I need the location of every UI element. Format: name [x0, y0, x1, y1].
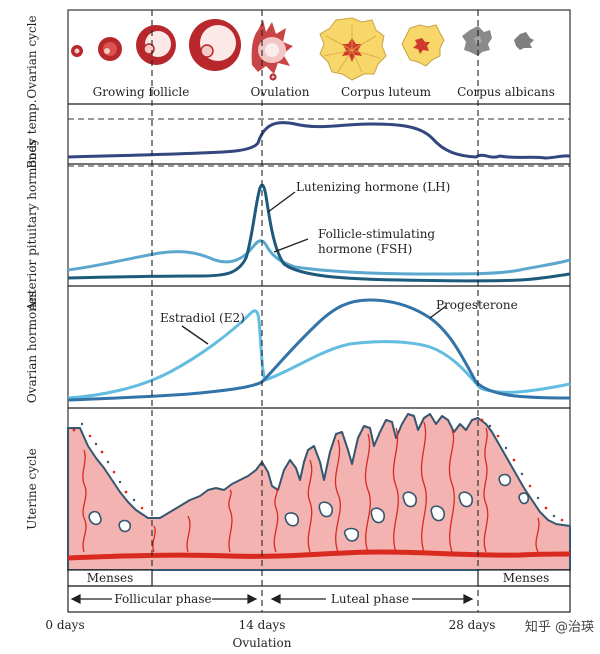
artery: [307, 459, 313, 553]
artery: [186, 515, 191, 553]
corpus-albicans-large: [462, 26, 492, 56]
timeline-day14: 14 days: [239, 618, 286, 632]
lh-curve: [67, 183, 571, 283]
row-label-uterine: Uterine cycle: [25, 448, 39, 529]
follicle-4: [189, 19, 241, 71]
basal-artery: [67, 549, 571, 561]
artery: [334, 439, 341, 553]
glands: [88, 473, 530, 542]
endometrium-lining: [67, 413, 571, 571]
gland: [498, 473, 512, 487]
row-label-ovarian-cycle: Ovarian cycle: [25, 15, 39, 98]
label-estradiol: Estradiol (E2): [160, 311, 245, 325]
artery: [483, 427, 489, 553]
phase-arrows: [70, 594, 474, 604]
fsh-pointer: [273, 238, 309, 253]
artery: [535, 517, 540, 553]
stage-corpus-albicans: Corpus albicans: [457, 85, 555, 99]
gland: [88, 510, 102, 526]
ovarian-stages: [71, 17, 534, 81]
label-fsh-line1: Follicle-stimulating: [318, 227, 435, 241]
corpus-albicans-small: [514, 32, 534, 50]
timeline-ovulation: Ovulation: [233, 636, 292, 650]
phase-luteal: Luteal phase: [331, 592, 409, 606]
follicle-3: [136, 25, 176, 65]
shedding-debris: [72, 418, 564, 522]
artery: [448, 429, 455, 553]
artery: [228, 489, 233, 553]
label-progesterone: Progesterone: [436, 298, 518, 312]
progesterone-pointer: [429, 305, 447, 319]
gland: [370, 507, 385, 524]
stage-ovulation: Ovulation: [251, 85, 310, 99]
menses-label-right: Menses: [503, 571, 550, 585]
gland: [458, 491, 473, 508]
gland: [318, 501, 333, 518]
phase-follicular: Follicular phase: [114, 592, 211, 606]
artery: [420, 421, 427, 553]
fsh-curve: [67, 239, 571, 276]
artery: [364, 433, 371, 553]
artery: [152, 525, 156, 553]
lh-pointer: [267, 191, 296, 213]
ruptured-follicle: [251, 20, 293, 81]
label-lh: Lutenizing hormone (LH): [296, 180, 450, 194]
gland: [402, 491, 417, 508]
endometrium: [67, 413, 571, 571]
gland: [118, 519, 132, 533]
timeline-day28: 28 days: [449, 618, 496, 632]
menses-label-left: Menses: [87, 571, 134, 585]
cycle-guides: [151, 10, 479, 612]
artery: [273, 487, 279, 553]
spiral-arteries: [82, 421, 540, 553]
stage-corpus-luteum: Corpus luteum: [341, 85, 432, 99]
stage-growing-follicle: Growing follicle: [93, 85, 190, 99]
row-label-ovarian-hormones: Ovarian hormones: [25, 291, 39, 403]
corpus-luteum-large: [319, 17, 387, 81]
label-fsh-line2: hormone (FSH): [318, 242, 412, 256]
artery: [392, 427, 399, 553]
artery: [82, 449, 87, 553]
timeline-day0: 0 days: [45, 618, 84, 632]
body-temp-curve: [67, 121, 571, 160]
gland: [343, 527, 359, 542]
follicle-2: [98, 37, 122, 61]
gland: [430, 505, 445, 522]
gland: [284, 512, 299, 527]
phase-band: [67, 585, 571, 613]
follicle-1: [71, 45, 83, 57]
corpus-luteum-small: [401, 24, 445, 67]
estradiol-pointer: [181, 325, 209, 345]
row-label-body-temp: Body temp.: [25, 99, 39, 168]
gland: [518, 492, 530, 505]
progesterone-curve: [67, 298, 571, 402]
watermark: 知乎 @治瑛: [525, 619, 594, 635]
row-label-pituitary: Anterior pituitary hormones: [25, 139, 39, 311]
